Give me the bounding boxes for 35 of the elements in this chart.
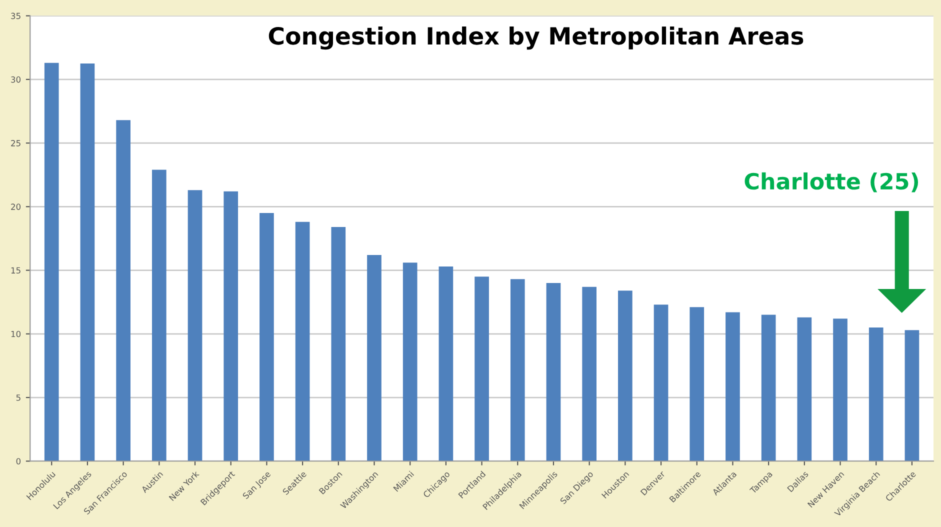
bar (116, 120, 130, 462)
y-tick-label: 15 (11, 267, 20, 274)
y-tick-label: 25 (11, 140, 20, 146)
bar (690, 307, 704, 462)
y-tick-label: 0 (16, 458, 21, 464)
bar (726, 312, 740, 462)
bar (618, 290, 632, 462)
bar (331, 227, 346, 462)
y-tick-label: 5 (16, 394, 20, 401)
annotation: Charlotte (25) (744, 172, 918, 192)
bar (188, 190, 202, 462)
bar (582, 286, 597, 462)
bar (80, 64, 95, 462)
bar (833, 318, 848, 462)
y-tick-label: 10 (11, 330, 21, 338)
bar (260, 213, 274, 462)
y-tick-label: 35 (11, 12, 20, 20)
bar (510, 279, 525, 462)
bar (224, 191, 238, 462)
bar (474, 276, 489, 462)
bar (367, 255, 382, 462)
y-tick-label: 20 (11, 204, 21, 210)
bar (761, 314, 776, 462)
bar (904, 330, 920, 462)
bar (546, 283, 561, 462)
bar (654, 304, 668, 462)
chart-title: Congestion Index by Metropolitan Areas (268, 26, 804, 50)
bar (438, 266, 454, 462)
bar (797, 317, 812, 462)
bar (402, 262, 418, 462)
bar (44, 62, 59, 462)
bar (868, 328, 884, 462)
bar (152, 170, 166, 462)
bar (295, 222, 310, 462)
y-tick-label: 30 (11, 76, 21, 83)
